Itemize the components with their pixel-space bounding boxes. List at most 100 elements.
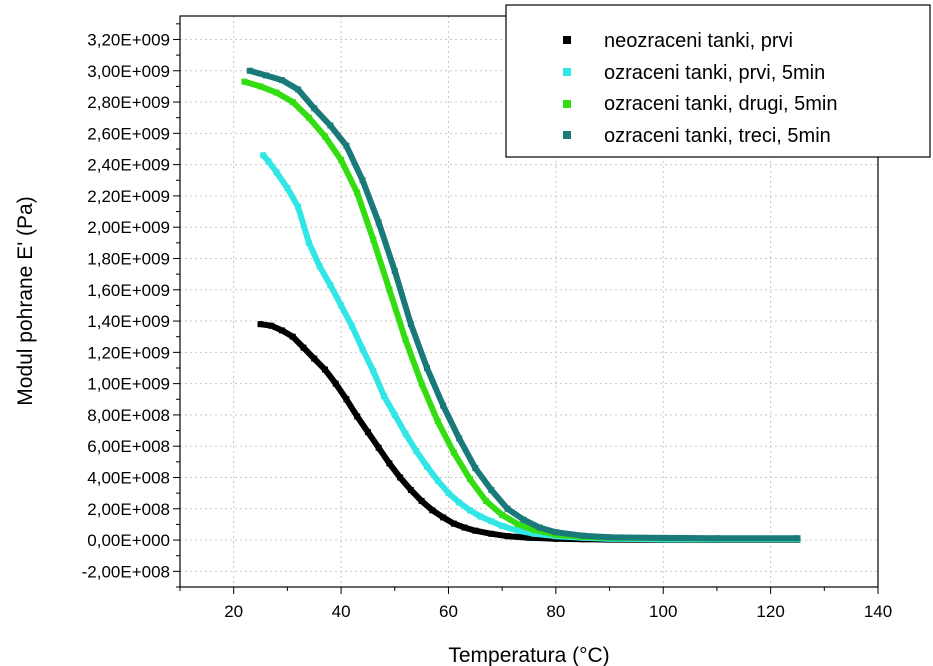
data-point (262, 72, 269, 79)
data-point (257, 321, 264, 328)
data-point (289, 333, 296, 340)
x-axis: 20 40 60 80 100 120 140 (179, 587, 892, 621)
data-point (531, 530, 538, 537)
data-point (456, 435, 463, 442)
data-point (450, 520, 457, 527)
data-point (311, 355, 318, 362)
y-tick-label: 6,00E+008 (87, 437, 170, 456)
data-point (381, 393, 388, 400)
data-point (265, 158, 272, 165)
y-tick-label: 2,00E+008 (87, 500, 170, 519)
data-point (713, 535, 720, 542)
data-point (391, 267, 398, 274)
data-point (354, 413, 361, 420)
data-point (504, 533, 511, 540)
data-point (434, 418, 441, 425)
y-tick-label: 3,00E+009 (87, 62, 170, 81)
data-point (402, 336, 409, 343)
data-point (504, 505, 511, 512)
legend-label-3: ozraceni tanki, drugi, 5min (604, 93, 837, 115)
data-point (386, 286, 393, 293)
data-point (423, 364, 430, 371)
data-point (343, 396, 350, 403)
data-point (488, 487, 495, 494)
legend-box (505, 4, 931, 158)
data-point (466, 476, 473, 483)
data-point (343, 142, 350, 149)
y-axis-title: Modul pohrane E' (Pa) (14, 196, 37, 405)
data-point (488, 530, 495, 537)
data-point (477, 513, 484, 520)
x-tick-label: 80 (546, 602, 565, 621)
series-1 (257, 321, 801, 543)
data-point (423, 463, 430, 470)
y-tick-label: -2,00E+008 (82, 562, 170, 581)
series-layer (241, 67, 801, 543)
data-point (327, 122, 334, 129)
data-point (268, 322, 275, 329)
data-point (526, 534, 532, 541)
data-point (348, 322, 355, 329)
data-point (279, 327, 286, 334)
y-axis: -2,00E+008 0,00E+000 2,00E+008 4,00E+008 6,0… (82, 23, 180, 588)
data-point (289, 99, 296, 106)
y-tick-label: 2,20E+009 (87, 187, 170, 206)
data-point (359, 346, 366, 353)
x-tick-label: 20 (224, 602, 243, 621)
data-point (295, 203, 302, 210)
data-point (375, 219, 382, 226)
data-point (246, 67, 253, 74)
data-point (606, 534, 613, 541)
data-point (499, 512, 506, 519)
y-tick-label: 1,60E+009 (87, 281, 170, 300)
data-point (273, 89, 280, 96)
y-tick-label: 2,40E+009 (87, 156, 170, 175)
data-point (305, 114, 312, 121)
legend-label-2: ozraceni tanki, prvi, 5min (604, 62, 825, 84)
data-point (440, 402, 447, 409)
x-axis-title: Temperatura (°C) (448, 644, 609, 666)
data-point (429, 507, 436, 514)
x-tick-label: 60 (439, 602, 458, 621)
data-point (397, 474, 404, 481)
data-point (472, 465, 479, 472)
data-point (418, 380, 425, 387)
data-point (260, 152, 267, 159)
data-point (386, 460, 393, 467)
data-point (579, 532, 586, 539)
data-point (515, 527, 522, 534)
x-tick-label: 40 (332, 602, 351, 621)
data-point (794, 535, 801, 542)
y-tick-label: 3,20E+009 (87, 30, 170, 49)
series-line (260, 152, 801, 543)
data-point (354, 189, 361, 196)
data-point (483, 497, 490, 504)
y-tick-label: 0,00E+000 (87, 531, 170, 550)
y-tick-label: 1,20E+009 (87, 343, 170, 362)
legend-label-4: ozraceni tanki, treci, 5min (604, 125, 831, 147)
data-point (257, 83, 264, 90)
legend-swatch-2 (563, 68, 571, 76)
data-point (375, 444, 382, 451)
data-point (531, 526, 538, 533)
y-tick-label: 1,80E+009 (87, 249, 170, 268)
data-point (305, 239, 312, 246)
data-point (466, 507, 473, 514)
data-point (241, 78, 248, 85)
data-point (413, 447, 420, 454)
x-tick-label: 120 (756, 602, 784, 621)
data-point (461, 524, 468, 531)
data-point (321, 133, 328, 140)
data-point (445, 490, 452, 497)
data-point (499, 522, 506, 529)
data-point (552, 529, 559, 536)
data-point (273, 169, 280, 176)
y-tick-label: 2,80E+009 (87, 93, 170, 112)
y-tick-label: 1,00E+009 (87, 375, 170, 394)
y-tick-label: 4,00E+008 (87, 468, 170, 487)
x-tick-label: 140 (864, 602, 892, 621)
data-point (279, 77, 286, 84)
y-tick-label: 2,60E+009 (87, 124, 170, 143)
data-point (300, 344, 307, 351)
